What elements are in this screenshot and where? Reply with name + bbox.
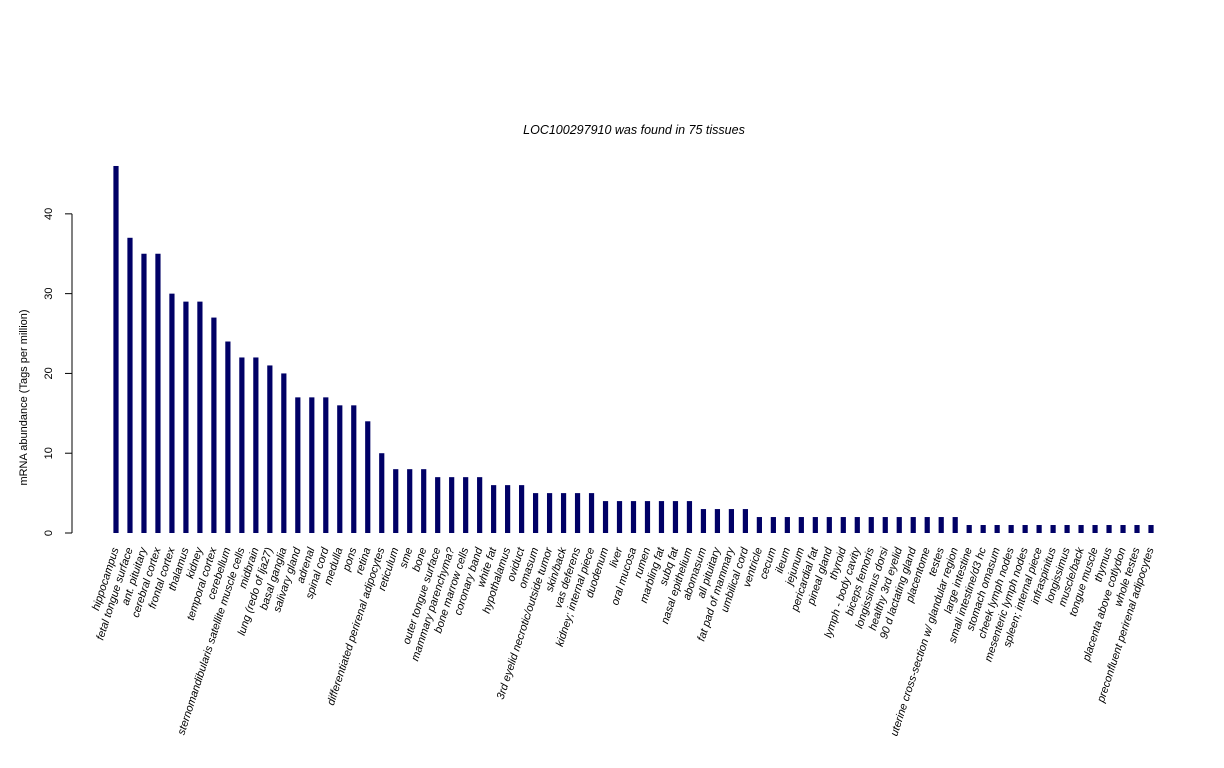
bar [337, 405, 343, 533]
bar [519, 485, 525, 533]
bar [351, 405, 357, 533]
bar [1106, 525, 1112, 533]
y-tick-label: 30 [43, 288, 55, 300]
bar [323, 397, 329, 533]
bar [980, 525, 986, 533]
bar [854, 517, 860, 533]
bar [225, 341, 231, 533]
bar [588, 493, 595, 533]
bar [1064, 525, 1070, 533]
bar [574, 493, 581, 533]
bar [421, 469, 427, 533]
bar [183, 301, 189, 533]
bar [700, 509, 707, 533]
bar [728, 509, 735, 533]
bar [155, 253, 161, 534]
bar [532, 493, 539, 533]
bar [952, 517, 958, 533]
bar [910, 517, 916, 533]
bar [127, 237, 133, 534]
bar [770, 517, 776, 533]
bar [505, 485, 511, 533]
bar [253, 357, 259, 533]
bar [1050, 525, 1056, 533]
bar [113, 165, 119, 534]
bar [756, 517, 762, 533]
bar [1008, 525, 1014, 533]
bar [365, 421, 371, 533]
bar [477, 477, 483, 533]
bar [868, 517, 874, 533]
bar [1078, 525, 1084, 533]
y-axis: 0 10 20 30 40 [43, 208, 73, 536]
y-tick-label: 40 [43, 208, 55, 220]
bar [742, 509, 748, 533]
bar [994, 525, 1000, 533]
bar [197, 301, 203, 533]
y-tick-label: 0 [43, 530, 55, 536]
bar [141, 253, 147, 534]
bar [798, 517, 804, 533]
bar [1134, 525, 1140, 533]
y-tick-label: 10 [43, 447, 55, 459]
bar [560, 493, 567, 533]
bar [267, 365, 273, 533]
bar [882, 517, 888, 533]
bar [658, 501, 665, 533]
bar [546, 493, 553, 533]
bar [784, 517, 790, 533]
bar [644, 501, 651, 533]
bar [630, 501, 637, 533]
bar [491, 485, 497, 533]
bar [1120, 525, 1126, 533]
bar [407, 469, 413, 533]
y-axis-label: mRNA abundance (Tags per million) [18, 309, 30, 485]
bar [309, 397, 315, 533]
bar [1092, 525, 1098, 533]
bars-group [113, 165, 1154, 534]
bar [686, 501, 693, 533]
bar [379, 453, 385, 533]
bar [938, 517, 944, 533]
bar [1036, 525, 1042, 533]
bar [211, 317, 217, 533]
bar [393, 469, 399, 533]
bar [295, 397, 301, 533]
bar [826, 517, 832, 533]
bar [169, 293, 175, 533]
bar [239, 357, 245, 533]
bar [672, 501, 679, 533]
bar [714, 509, 721, 533]
bar [924, 517, 930, 533]
bar [435, 477, 441, 533]
bar [812, 517, 818, 533]
bar [966, 525, 972, 533]
bar [616, 501, 623, 533]
y-tick-label: 20 [43, 367, 55, 379]
chart-title: LOC100297910 was found in 75 tissues [523, 123, 745, 137]
bar [896, 517, 902, 533]
bar [463, 477, 469, 533]
bar [1022, 525, 1028, 533]
bar [1148, 525, 1154, 533]
bar [602, 501, 609, 533]
bar [449, 477, 455, 533]
bar [281, 373, 287, 533]
bar [840, 517, 846, 533]
